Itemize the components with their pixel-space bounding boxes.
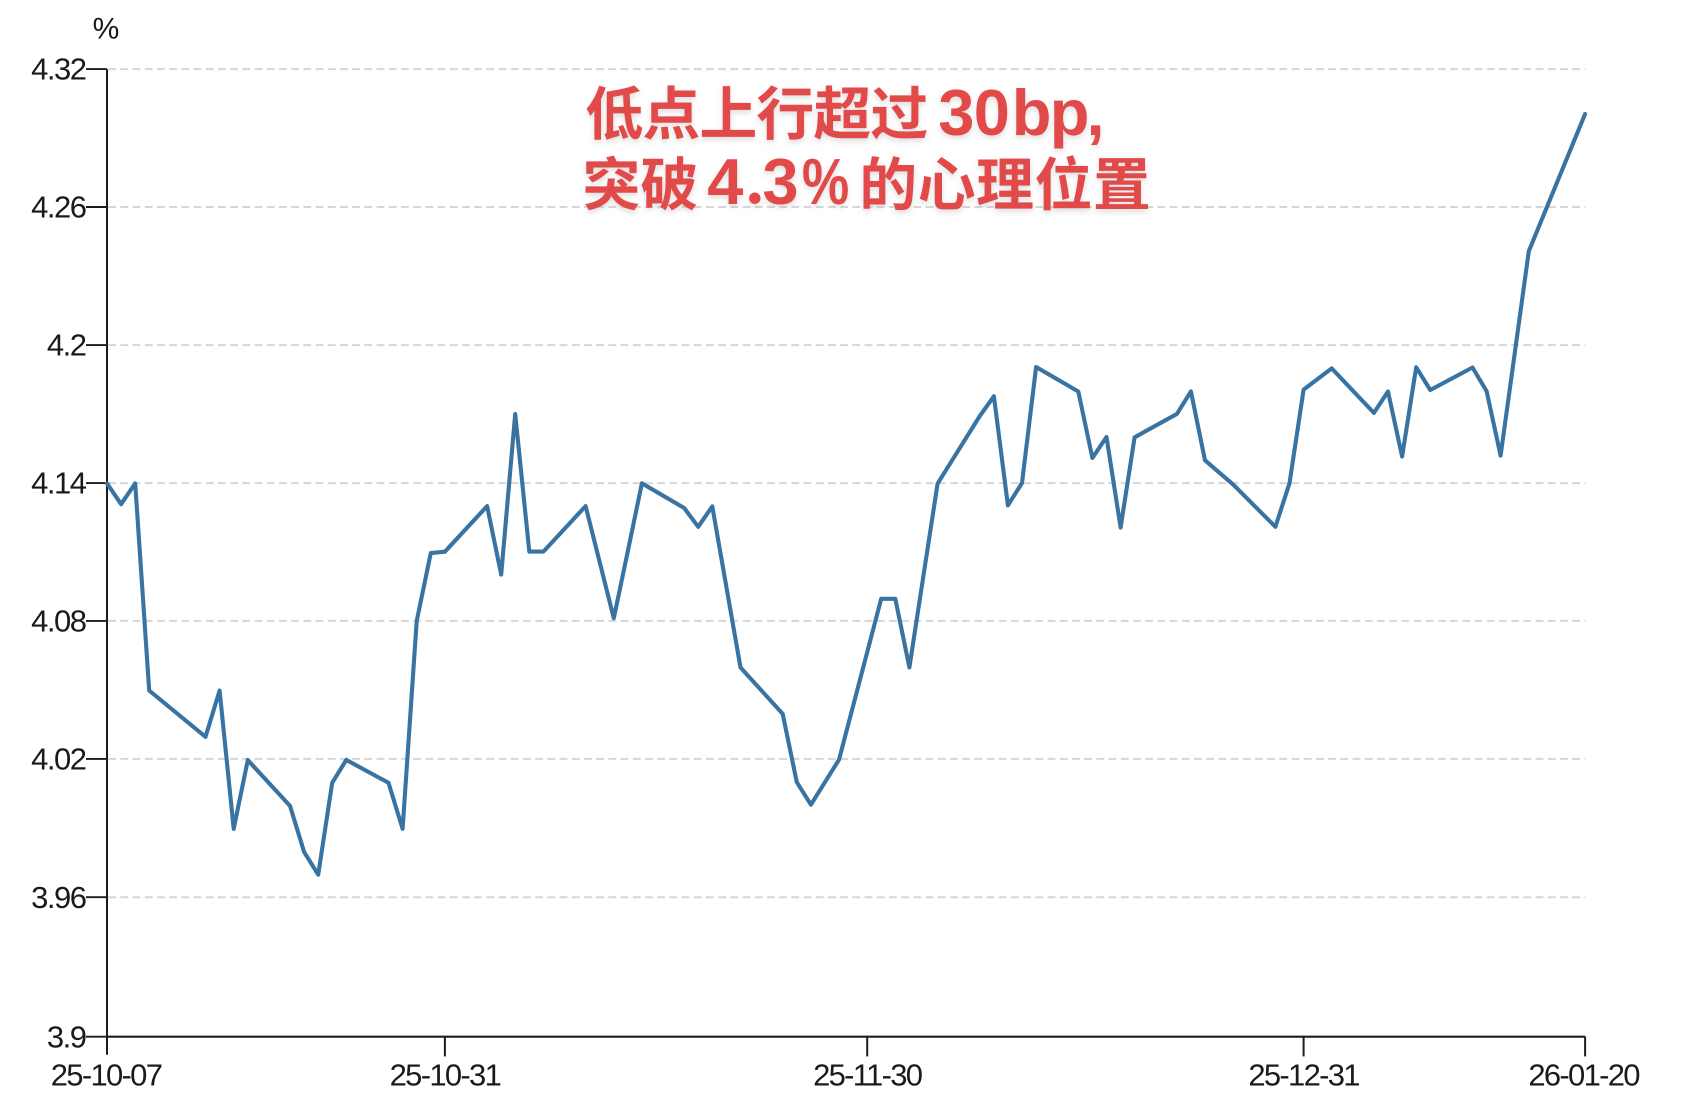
svg-text:4.02: 4.02 (31, 742, 86, 777)
svg-text:26-01-20: 26-01-20 (1528, 1057, 1640, 1092)
svg-text:%: % (93, 12, 120, 45)
svg-text:3.96: 3.96 (31, 880, 86, 915)
svg-text:%: % (802, 145, 849, 218)
svg-text:25-10-07: 25-10-07 (51, 1057, 162, 1092)
svg-text:4.2: 4.2 (47, 328, 86, 363)
svg-text:3.9: 3.9 (47, 1019, 86, 1054)
svg-text:4.26: 4.26 (31, 190, 86, 225)
svg-text:4.14: 4.14 (31, 466, 87, 501)
svg-text:30bp,: 30bp, (938, 76, 1104, 149)
svg-text:25-11-30: 25-11-30 (813, 1057, 923, 1092)
svg-text:25-10-31: 25-10-31 (390, 1057, 501, 1092)
svg-text:25-12-31: 25-12-31 (1248, 1057, 1359, 1092)
svg-text:4.32: 4.32 (31, 52, 86, 87)
svg-text:4.08: 4.08 (31, 604, 86, 639)
